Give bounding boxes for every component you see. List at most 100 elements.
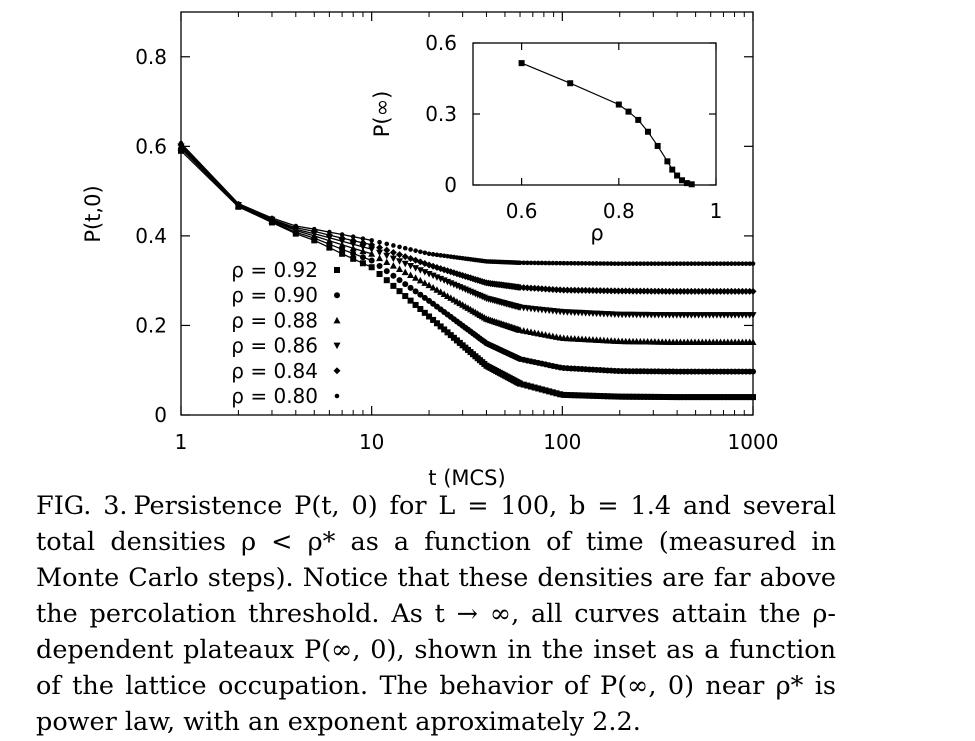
main-series-4-point — [651, 287, 659, 295]
legend-marker-3 — [333, 342, 341, 350]
main-series-0-point — [677, 394, 684, 401]
main-series-2-point — [437, 288, 445, 295]
main-series-4-point — [368, 241, 376, 249]
main-series-5-point — [630, 261, 636, 266]
main-series-4-point — [713, 287, 721, 295]
main-series-0-point — [578, 392, 585, 399]
main-series-0-point — [376, 271, 383, 278]
main-series-5-point — [736, 261, 742, 266]
main-series-2-point — [407, 271, 415, 279]
main-series-5-point — [710, 261, 716, 266]
main-series-3-point — [421, 269, 429, 276]
main-series-5-point — [699, 261, 705, 266]
main-series-4-point — [636, 287, 644, 295]
main-series-5-point — [178, 140, 184, 146]
main-series-4-point — [585, 286, 593, 294]
main-series-5-point — [605, 261, 610, 266]
main-x-tick-label: 10 — [359, 430, 384, 454]
main-series-5-point — [750, 261, 756, 266]
main-series-5-point — [430, 252, 436, 257]
main-series-1-point — [368, 257, 375, 264]
main-series-1-point — [412, 288, 419, 295]
main-series-4-point — [658, 287, 666, 295]
main-series-0-point — [553, 390, 560, 397]
main-series-3-point — [407, 263, 415, 270]
main-series-4-point — [578, 286, 586, 294]
main-series-5-point — [696, 261, 701, 266]
main-series-0-point — [517, 380, 524, 387]
main-series-4-point — [349, 237, 357, 245]
main-series-1-point — [359, 254, 366, 261]
main-series-5-point — [648, 261, 654, 266]
main-series-0-point — [549, 389, 556, 396]
main-series-0-point — [444, 329, 451, 336]
main-series-4-point — [691, 287, 699, 295]
main-series-0-point — [608, 393, 615, 400]
main-series-5-point — [616, 261, 621, 266]
main-series-0-point — [724, 394, 731, 401]
main-series-1-point — [390, 272, 397, 279]
main-series-4-point — [596, 287, 604, 295]
inset-y-tick-label: 0.3 — [425, 102, 457, 126]
main-series-4-point — [742, 287, 750, 295]
main-series-1-point — [417, 291, 424, 298]
main-series-0-point — [684, 394, 691, 401]
main-series-5-point — [638, 261, 643, 266]
main-series-4-point — [401, 253, 409, 261]
main-series-0-point — [339, 250, 346, 257]
main-series-3-point — [349, 241, 357, 248]
main-series-4-point — [687, 287, 695, 295]
main-series-5-point — [532, 260, 537, 266]
inset-series-point — [669, 166, 676, 173]
main-series-0-point — [437, 323, 444, 330]
main-series-0-point — [626, 393, 633, 400]
main-series-0-point — [560, 391, 567, 398]
main-series-5-point — [350, 234, 356, 240]
main-series-4-point — [724, 287, 732, 295]
inset-series-point — [683, 180, 690, 187]
inset-series-point — [518, 60, 525, 67]
inset-series-group — [518, 60, 695, 188]
main-series-5-point — [674, 261, 680, 266]
main-series-4-point — [669, 287, 677, 295]
main-series-3-point — [401, 260, 409, 268]
main-series-0-point — [673, 394, 680, 401]
main-series-0-point — [713, 394, 720, 401]
main-series-0-point — [520, 381, 527, 388]
main-series-0-point — [743, 394, 750, 401]
main-series-0-point — [412, 301, 419, 308]
main-series-4-point — [731, 287, 739, 295]
main-series-0-point — [739, 394, 746, 401]
main-series-5-point — [384, 241, 390, 247]
main-series-1-point — [396, 277, 403, 284]
main-series-4-point — [738, 287, 746, 295]
main-series-0-point — [691, 394, 698, 401]
main-series-5-point — [554, 260, 559, 266]
main-series-3-point — [389, 255, 397, 263]
main-series-4-point — [647, 287, 655, 295]
main-series-5-point — [391, 243, 396, 248]
main-series-5-point — [714, 261, 720, 266]
main-series-0-point — [535, 385, 542, 392]
main-series-4-point — [571, 286, 579, 294]
main-series-3-point — [425, 270, 433, 278]
main-series-0-point — [383, 277, 390, 284]
main-series-0-point — [633, 393, 640, 400]
main-series-4-point — [622, 287, 630, 295]
main-series-5-point — [339, 232, 345, 237]
main-series-0-line — [180, 150, 372, 268]
legend-marker-0 — [334, 267, 340, 273]
inset-axis-ticks: 0.6 0.8 1 0 0.3 0.6 — [425, 31, 722, 223]
main-series-4-point — [749, 287, 757, 295]
inset-series-point — [678, 177, 685, 184]
inset-series-point — [664, 158, 671, 165]
legend-label-5: ρ = 0.80 — [231, 384, 318, 408]
main-series-5-point — [568, 260, 574, 266]
main-series-0-point — [568, 392, 575, 399]
main-series-5-point — [525, 260, 530, 266]
main-series-0-point — [746, 394, 753, 401]
main-series-4-point — [582, 286, 590, 294]
main-series-0-point — [531, 384, 538, 391]
main-y-axis-label: P(t,0) — [81, 185, 105, 242]
